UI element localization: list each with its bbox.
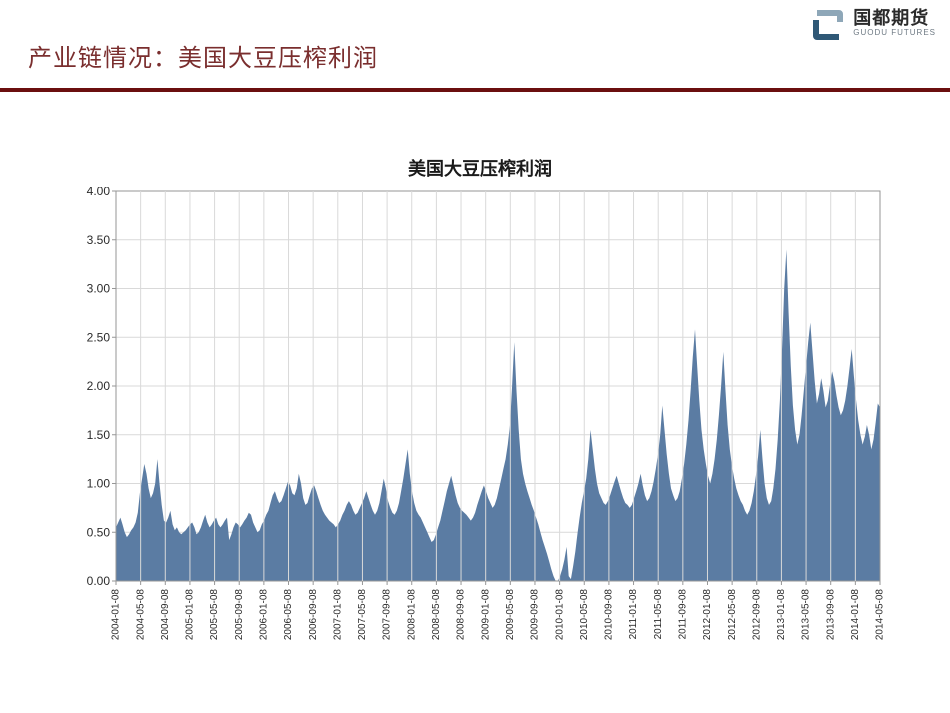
svg-text:2004-09-08: 2004-09-08: [160, 589, 171, 641]
slide-header: 产业链情况：美国大豆压榨利润 国都期货 GUODU FUTURES: [0, 0, 950, 88]
header-divider: [0, 88, 950, 92]
svg-text:2010-01-08: 2010-01-08: [554, 589, 565, 641]
svg-text:3.00: 3.00: [87, 282, 111, 296]
svg-text:2.50: 2.50: [87, 330, 111, 344]
svg-text:2011-09-08: 2011-09-08: [677, 589, 688, 640]
logo-text-en: GUODU FUTURES: [853, 29, 936, 37]
chart-plot-area: 0.00 0.50 1.00 1.50 2.00 2.50 3.00 3.50 4.00 2004…: [70, 187, 890, 667]
svg-text:2010-09-08: 2010-09-08: [604, 589, 615, 641]
svg-text:1.00: 1.00: [87, 477, 111, 491]
svg-text:2012-09-08: 2012-09-08: [751, 589, 762, 641]
svg-text:0.00: 0.00: [87, 574, 111, 588]
svg-text:2010-05-08: 2010-05-08: [579, 589, 590, 641]
svg-text:2.00: 2.00: [87, 379, 111, 393]
svg-text:3.50: 3.50: [87, 233, 111, 247]
svg-text:2004-05-08: 2004-05-08: [135, 589, 146, 641]
svg-text:2008-05-08: 2008-05-08: [431, 589, 442, 641]
svg-text:4.00: 4.00: [87, 187, 111, 198]
svg-text:1.50: 1.50: [87, 428, 111, 442]
svg-text:2012-05-08: 2012-05-08: [727, 589, 738, 641]
crush-margin-chart: 美国大豆压榨利润 0.00 0.50 1.00 1.50 2.00 2.50 3.00 3.5…: [70, 155, 890, 665]
svg-text:2006-05-08: 2006-05-08: [283, 589, 294, 641]
svg-text:2007-09-08: 2007-09-08: [382, 589, 393, 641]
svg-text:2013-09-08: 2013-09-08: [825, 589, 836, 641]
svg-text:2005-01-08: 2005-01-08: [185, 589, 196, 641]
svg-text:2007-01-08: 2007-01-08: [332, 589, 343, 641]
svg-text:2008-09-08: 2008-09-08: [456, 589, 467, 641]
svg-text:0.50: 0.50: [87, 525, 111, 539]
svg-text:2007-05-08: 2007-05-08: [357, 589, 368, 641]
svg-text:2012-01-08: 2012-01-08: [702, 589, 713, 641]
logo-icon: [809, 6, 847, 40]
svg-text:2011-05-08: 2011-05-08: [653, 589, 664, 640]
svg-text:2009-05-08: 2009-05-08: [505, 589, 516, 641]
svg-text:2009-09-08: 2009-09-08: [530, 589, 541, 641]
svg-text:2008-01-08: 2008-01-08: [406, 589, 417, 641]
logo-text-cn: 国都期货: [853, 9, 936, 27]
svg-text:2011-01-08: 2011-01-08: [628, 589, 639, 640]
svg-text:2014-01-08: 2014-01-08: [850, 589, 861, 641]
chart-title: 美国大豆压榨利润: [70, 155, 890, 181]
svg-text:2006-01-08: 2006-01-08: [259, 589, 270, 641]
svg-text:2009-01-08: 2009-01-08: [480, 589, 491, 641]
svg-text:2005-09-08: 2005-09-08: [234, 589, 245, 641]
svg-text:2014-05-08: 2014-05-08: [875, 589, 886, 641]
svg-text:2005-05-08: 2005-05-08: [209, 589, 220, 641]
svg-text:2006-09-08: 2006-09-08: [308, 589, 319, 641]
svg-text:2004-01-08: 2004-01-08: [111, 589, 122, 641]
svg-text:2013-01-08: 2013-01-08: [776, 589, 787, 641]
page-title: 产业链情况：美国大豆压榨利润: [28, 38, 378, 73]
svg-text:2013-05-08: 2013-05-08: [801, 589, 812, 641]
company-logo: 国都期货 GUODU FUTURES: [809, 6, 936, 40]
